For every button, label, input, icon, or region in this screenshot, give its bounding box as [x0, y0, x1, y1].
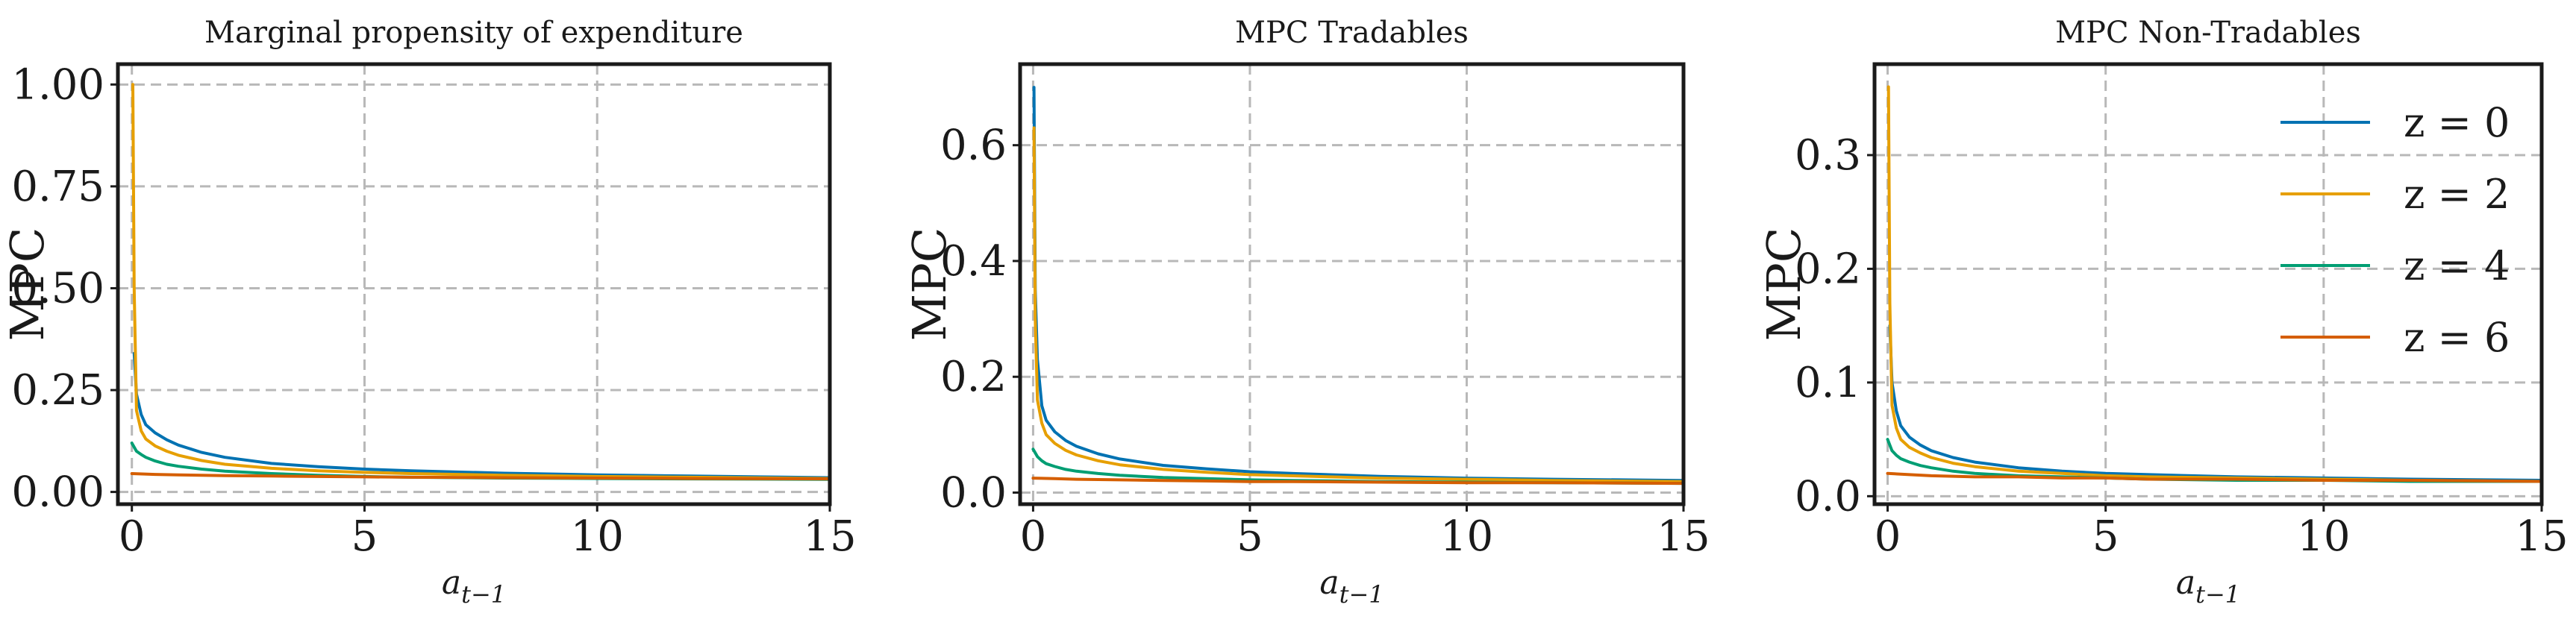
y-tick-label: 0.2 [1795, 245, 1861, 293]
series-line-z-0 [132, 351, 830, 480]
x-tick-label: 0 [119, 512, 146, 561]
x-tick-label: 15 [1657, 512, 1710, 561]
x-tick-label: 15 [2515, 512, 2568, 561]
y-tick-label: 0.6 [940, 122, 1007, 170]
series-line-z-0 [1032, 86, 1684, 483]
x-tick-label: 10 [571, 512, 624, 561]
x-axis-label: at−1 [442, 564, 506, 609]
legend: z = 0 z = 2 z = 4 z = 6 [2280, 99, 2510, 361]
x-tick-label: 5 [351, 512, 378, 561]
x-tick-label: 0 [1875, 512, 1901, 561]
plot-frame [1018, 62, 1686, 506]
series-group [1031, 86, 1684, 486]
plot-frame [116, 62, 832, 506]
x-axis-label: at−1 [1319, 564, 1384, 609]
x-axis-label-subscript: t−1 [2195, 580, 2240, 609]
x-tick-label: 10 [1440, 512, 1493, 561]
x-tick-label: 5 [2092, 512, 2119, 561]
legend-label: z = 6 [2404, 314, 2510, 361]
chart-title: MPC Non-Tradables [2055, 16, 2361, 50]
series-line-z-6 [130, 472, 830, 481]
y-axis-label: MPC [902, 227, 957, 342]
x-axis-label-subscript: t−1 [461, 580, 506, 609]
chart-panel-3: 0 5 10 15 0.0 0.1 0.2 0.3 MPC Non-Tradables MPC at… [1757, 16, 2569, 609]
x-tick-label: 10 [2297, 512, 2350, 561]
x-axis-label-main: a [1319, 564, 1339, 602]
y-tick-label: 0.3 [1795, 131, 1861, 180]
series-line-z-2 [1032, 126, 1684, 483]
series-group [130, 83, 830, 481]
y-tick-label: 0.50 [11, 264, 104, 312]
chart-panel-1: 0 5 10 15 0.00 0.25 0.50 0.75 1.00 Marginal prope… [0, 16, 857, 609]
series-line-z-2 [131, 83, 830, 480]
y-tick-label: 1.00 [11, 60, 104, 109]
series-line-z-6 [1886, 471, 2542, 483]
y-tick-label: 0.1 [1795, 359, 1861, 407]
chart-panel-2: 0 5 10 15 0.0 0.2 0.4 0.6 MPC Tradables MPC at−1 [902, 16, 1710, 609]
y-axis-label: MPC [0, 227, 54, 342]
chart-title: Marginal propensity of expenditure [204, 16, 743, 50]
x-tick-label: 0 [1020, 512, 1047, 561]
x-axis-label-subscript: t−1 [1339, 580, 1384, 609]
y-tick-label: 0.75 [11, 163, 104, 211]
series-group [1886, 85, 2542, 483]
y-tick-label: 0.4 [940, 237, 1007, 286]
series-line-z-6 [1031, 477, 1684, 486]
x-axis-label-main: a [2176, 564, 2195, 602]
y-tick-label: 0.2 [940, 353, 1007, 401]
x-axis-label-main: a [442, 564, 461, 602]
chart-title: MPC Tradables [1235, 16, 1469, 50]
legend-label: z = 2 [2404, 171, 2510, 218]
x-tick-label: 15 [803, 512, 856, 561]
y-tick-label: 0.0 [940, 468, 1007, 517]
plot-frame [1872, 62, 2544, 506]
y-tick-label: 0.00 [11, 468, 104, 517]
legend-label: z = 0 [2404, 99, 2510, 146]
x-axis-label: at−1 [2176, 564, 2240, 609]
y-axis-label: MPC [1757, 227, 1811, 342]
legend-label: z = 4 [2404, 242, 2510, 289]
y-tick-label: 0.0 [1795, 472, 1861, 521]
x-tick-label: 5 [1237, 512, 1263, 561]
y-tick-label: 0.25 [11, 366, 104, 415]
